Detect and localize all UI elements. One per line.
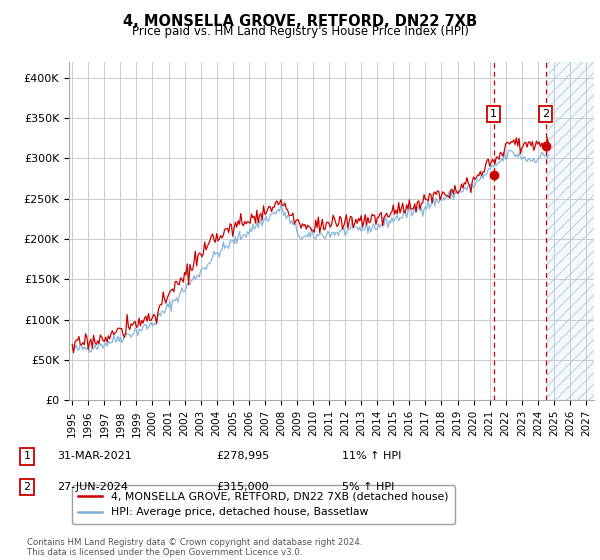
Legend: 4, MONSELLA GROVE, RETFORD, DN22 7XB (detached house), HPI: Average price, detac: 4, MONSELLA GROVE, RETFORD, DN22 7XB (de… bbox=[72, 486, 455, 524]
Text: 31-MAR-2021: 31-MAR-2021 bbox=[57, 451, 132, 461]
Text: 27-JUN-2024: 27-JUN-2024 bbox=[57, 482, 128, 492]
Text: 1: 1 bbox=[23, 451, 31, 461]
Text: 1: 1 bbox=[490, 109, 497, 119]
Bar bbox=[547, 62, 594, 400]
Text: £278,995: £278,995 bbox=[216, 451, 269, 461]
Text: 5% ↑ HPI: 5% ↑ HPI bbox=[342, 482, 394, 492]
Text: 4, MONSELLA GROVE, RETFORD, DN22 7XB: 4, MONSELLA GROVE, RETFORD, DN22 7XB bbox=[123, 14, 477, 29]
Text: Price paid vs. HM Land Registry's House Price Index (HPI): Price paid vs. HM Land Registry's House … bbox=[131, 25, 469, 38]
Text: Contains HM Land Registry data © Crown copyright and database right 2024.
This d: Contains HM Land Registry data © Crown c… bbox=[27, 538, 362, 557]
Bar bbox=[547, 62, 594, 400]
Text: 11% ↑ HPI: 11% ↑ HPI bbox=[342, 451, 401, 461]
Text: £315,000: £315,000 bbox=[216, 482, 269, 492]
Text: 2: 2 bbox=[23, 482, 31, 492]
Text: 2: 2 bbox=[542, 109, 550, 119]
